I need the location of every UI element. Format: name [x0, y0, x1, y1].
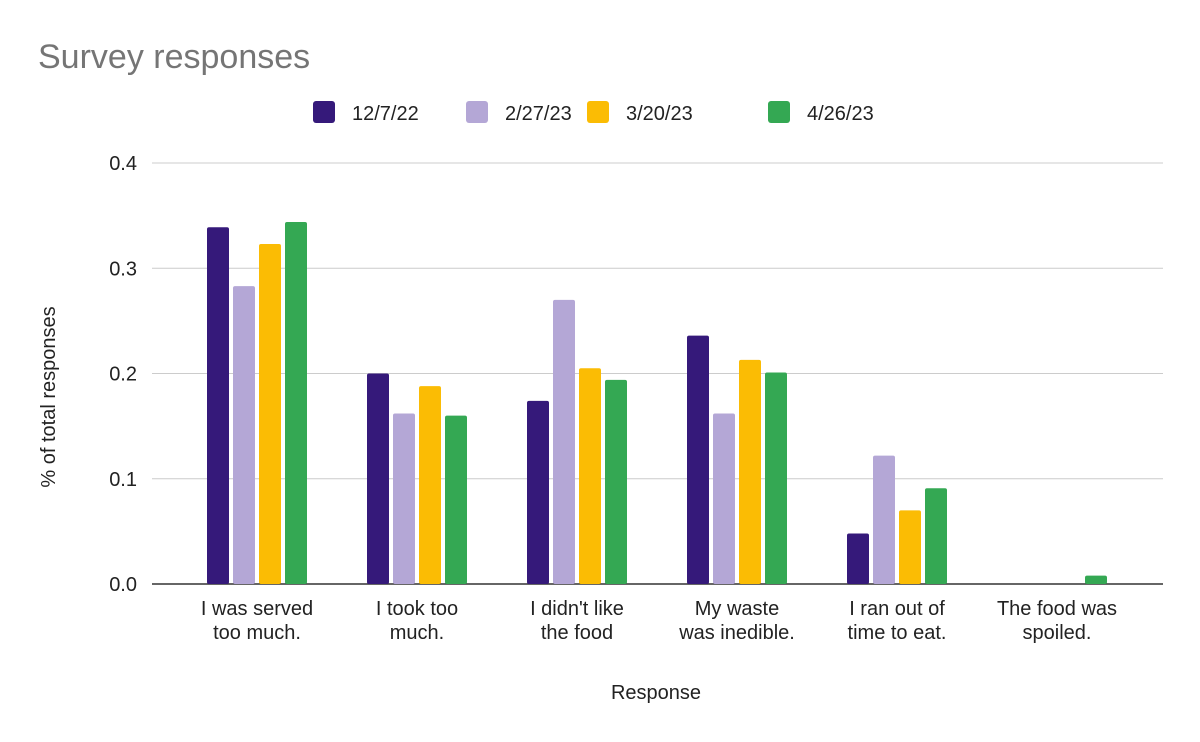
bar [899, 510, 921, 584]
legend-label: 4/26/23 [807, 103, 874, 125]
y-tick-label: 0.3 [109, 258, 137, 280]
bar [687, 335, 709, 584]
x-tick-label: I took too [376, 598, 458, 620]
bar [925, 488, 947, 584]
gridlines: 0.0 0.1 0.2 0.3 0.4 [109, 153, 1163, 596]
legend-label: 3/20/23 [626, 103, 693, 125]
x-tick-label: time to eat. [848, 622, 947, 644]
x-tick-label: My waste [695, 598, 779, 620]
bar [393, 413, 415, 584]
x-tick-label: much. [390, 622, 444, 644]
bar [233, 286, 255, 584]
x-tick-label: The food was [997, 598, 1117, 620]
legend-label: 12/7/22 [352, 103, 419, 125]
x-tick-label: was inedible. [678, 622, 795, 644]
y-tick-label: 0.1 [109, 469, 137, 491]
bar [259, 244, 281, 585]
x-tick-label: too much. [213, 622, 301, 644]
bar [553, 299, 575, 584]
x-tick-label: I ran out of [849, 598, 945, 620]
bar [285, 221, 307, 584]
bar [419, 386, 441, 584]
x-tick-label: I didn't like [530, 598, 624, 620]
bar [367, 373, 389, 584]
legend: 12/7/22 2/27/23 3/20/23 4/26/23 [313, 101, 874, 125]
legend-swatch [768, 101, 790, 123]
bar [207, 227, 229, 584]
bar [527, 400, 549, 584]
bar [847, 533, 869, 584]
y-tick-label: 0.2 [109, 364, 137, 386]
bar [739, 359, 761, 584]
chart-title: Survey responses [38, 38, 310, 76]
bar [1085, 575, 1107, 584]
bar [713, 413, 735, 584]
legend-swatch [466, 101, 488, 123]
y-axis-title: % of total responses [38, 306, 60, 487]
bar [445, 415, 467, 584]
x-tick-label: the food [541, 622, 613, 644]
bar [579, 368, 601, 584]
y-tick-label: 0.4 [109, 153, 137, 175]
bar [873, 455, 895, 584]
x-tick-label: I was served [201, 598, 313, 620]
x-axis-title: Response [611, 682, 701, 704]
legend-swatch [313, 101, 335, 123]
legend-label: 2/27/23 [505, 103, 572, 125]
bar [605, 379, 627, 584]
y-tick-label: 0.0 [109, 574, 137, 596]
bars [207, 221, 1107, 585]
bar [765, 372, 787, 584]
legend-swatch [587, 101, 609, 123]
x-tick-label: spoiled. [1023, 622, 1092, 644]
